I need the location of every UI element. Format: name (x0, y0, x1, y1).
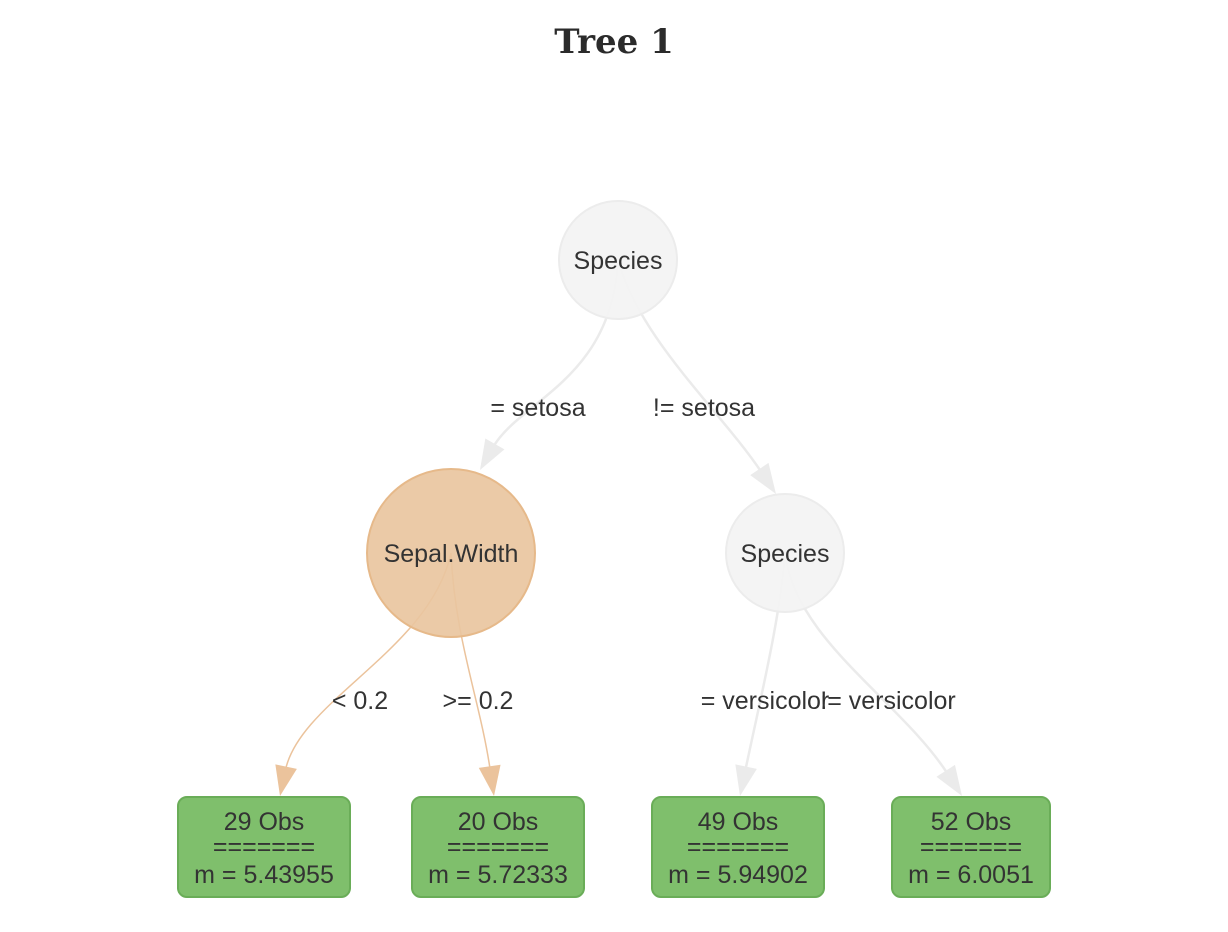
leaf-mean-leaf4: m = 6.0051 (908, 861, 1034, 889)
split-node-root[interactable] (558, 200, 678, 320)
edge-arrowhead-sepal-leaf2 (478, 764, 501, 796)
edge-arrowhead-root-species2 (750, 462, 776, 494)
leaf-node-leaf1[interactable] (177, 796, 351, 898)
leaf-separator-leaf2: ======= (447, 833, 549, 861)
edge-label-sepal-leaf2: >= 0.2 (443, 687, 514, 715)
leaf-obs-count-leaf1: 29 Obs (224, 808, 305, 836)
edge-label-root-species2: != setosa (653, 394, 755, 422)
leaf-node-leaf4[interactable] (891, 796, 1051, 898)
leaf-separator-leaf4: ======= (920, 833, 1022, 861)
leaf-node-leaf3[interactable] (651, 796, 825, 898)
leaf-separator-leaf1: ======= (213, 833, 315, 861)
edge-arrowhead-root-sepal (480, 438, 505, 470)
edge-labels-layer: = setosa != setosa < 0.2 >= 0.2 = versicolor… (332, 394, 956, 715)
edge-label-species2-leaf4: != versicolor (820, 687, 955, 715)
edge-arrowhead-species2-leaf3 (735, 764, 757, 796)
edge-label-root-sepal: = setosa (490, 394, 585, 422)
split-node-label-root: Species (574, 247, 663, 275)
edge-label-sepal-leaf1: < 0.2 (332, 687, 388, 715)
leaf-mean-leaf3: m = 5.94902 (668, 861, 808, 889)
leaf-obs-count-leaf2: 20 Obs (458, 808, 539, 836)
leaf-separator-leaf3: ======= (687, 833, 789, 861)
edge-arrowhead-sepal-leaf1 (275, 764, 297, 796)
leaf-mean-leaf2: m = 5.72333 (428, 861, 568, 889)
split-node-sepal[interactable] (366, 468, 536, 638)
leaf-mean-leaf1: m = 5.43955 (194, 861, 334, 889)
leaf-obs-count-leaf4: 52 Obs (931, 808, 1012, 836)
tree-title: Tree 1 (554, 22, 674, 62)
leaf-obs-count-leaf3: 49 Obs (698, 808, 779, 836)
edge-arrowhead-species2-leaf4 (936, 764, 962, 796)
edge-label-species2-leaf3: = versicolor (701, 687, 830, 715)
split-node-species2[interactable] (725, 493, 845, 613)
split-node-label-sepal: Sepal.Width (384, 540, 519, 568)
leaf-node-leaf2[interactable] (411, 796, 585, 898)
split-node-label-species2: Species (741, 540, 830, 568)
